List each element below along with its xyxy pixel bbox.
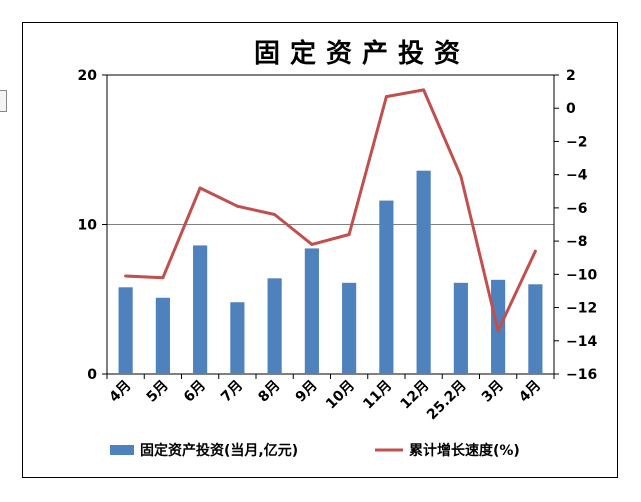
y-right-tick-label: −8 xyxy=(566,234,587,250)
y-right-tick-label: −6 xyxy=(566,201,587,217)
legend-bar-swatch xyxy=(110,445,134,455)
line-point xyxy=(273,213,277,217)
y-right-tick-label: −14 xyxy=(566,334,597,350)
x-tick-label: 9月 xyxy=(293,378,321,406)
line-point xyxy=(161,276,165,280)
x-tick-label: 12月 xyxy=(397,378,432,413)
x-tick-label: 8月 xyxy=(255,378,283,406)
x-tick-label: 5月 xyxy=(144,378,172,406)
line-point xyxy=(384,95,388,99)
y-left-tick-label: 10 xyxy=(78,218,98,234)
bar xyxy=(416,170,431,374)
x-tick-label: 25.2月 xyxy=(424,378,470,424)
growth-line xyxy=(125,88,537,333)
bar xyxy=(342,282,357,374)
bar xyxy=(267,278,282,374)
chart-frame xyxy=(22,22,618,478)
bar xyxy=(304,248,319,374)
x-tick-label: 3月 xyxy=(479,378,507,406)
y-right-tick-label: 2 xyxy=(566,68,576,84)
y-right-tick-label: −4 xyxy=(566,168,588,184)
y-right-tick-label: −10 xyxy=(566,267,597,283)
x-tick-label: 4月 xyxy=(106,378,134,406)
y-right-tick-label: −12 xyxy=(566,301,597,317)
bar xyxy=(379,200,394,374)
y-left-tick-label: 20 xyxy=(78,68,98,84)
y-right-tick-label: −2 xyxy=(566,134,587,150)
bar xyxy=(528,284,543,374)
bar xyxy=(193,245,208,374)
line-point xyxy=(235,204,239,208)
line-point xyxy=(198,186,202,190)
line-point xyxy=(124,274,128,278)
chart-title: 固定资产投资 xyxy=(254,38,470,69)
x-tick-label: 6月 xyxy=(181,378,209,406)
x-tick-label: 4月 xyxy=(516,378,544,406)
line-point xyxy=(533,249,537,253)
y-left-tick-label: 0 xyxy=(87,367,97,383)
line-point xyxy=(310,242,314,246)
bar xyxy=(155,297,170,374)
legend: 固定资产投资(当月,亿元) 累计增长速度(%) xyxy=(110,442,520,459)
x-tick-label: 7月 xyxy=(218,378,246,406)
line-point xyxy=(347,232,351,236)
legend-bar-label: 固定资产投资(当月,亿元) xyxy=(140,442,298,459)
line-point xyxy=(496,329,500,333)
bar xyxy=(118,287,133,374)
bar xyxy=(230,302,245,374)
resize-handle[interactable] xyxy=(0,90,7,112)
line-point xyxy=(459,174,463,178)
line-point xyxy=(422,88,426,92)
legend-line-label: 累计增长速度(%) xyxy=(409,442,520,459)
y-right-tick-label: −16 xyxy=(566,367,597,383)
bar xyxy=(453,282,468,374)
x-tick-label: 11月 xyxy=(360,378,395,413)
x-tick-label: 10月 xyxy=(323,378,358,413)
y-right-tick-label: 0 xyxy=(566,101,576,117)
